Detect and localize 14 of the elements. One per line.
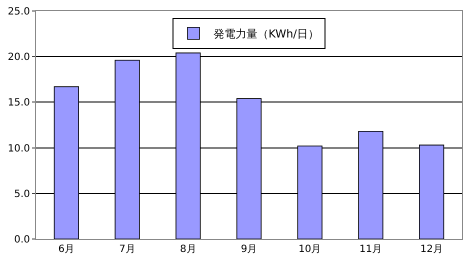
y-tick-label: 25.0	[8, 6, 30, 18]
x-tick-label: 6月	[58, 244, 75, 255]
x-tick-label: 12月	[420, 244, 443, 255]
x-tick-label: 11月	[359, 244, 382, 255]
legend-label: 発電力量（KWh/日）	[214, 28, 319, 41]
x-tick-label: 7月	[119, 244, 136, 255]
y-tick-label: 20.0	[8, 52, 30, 64]
y-tick-label: 10.0	[8, 143, 30, 154]
y-tick-label: 5.0	[14, 188, 30, 200]
x-tick-label: 8月	[180, 244, 196, 255]
x-tick-label: 10月	[298, 244, 322, 255]
y-tick-label: 0.0	[14, 234, 30, 246]
x-tick-label: 9月	[240, 244, 258, 255]
y-tick-label: 15.0	[8, 98, 30, 109]
